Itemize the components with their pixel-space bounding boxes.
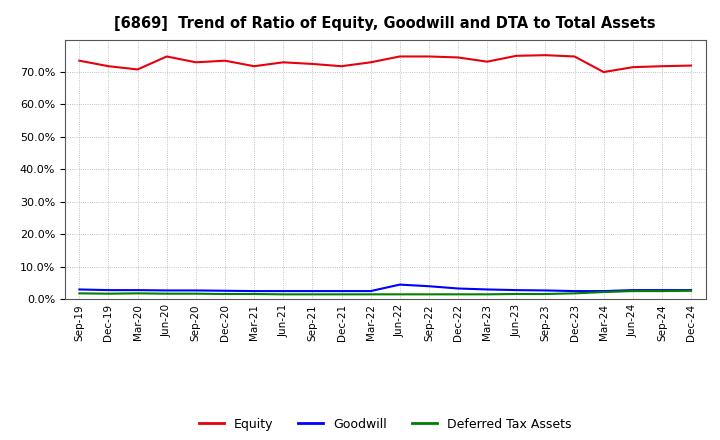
Legend: Equity, Goodwill, Deferred Tax Assets: Equity, Goodwill, Deferred Tax Assets xyxy=(194,413,577,436)
Title: [6869]  Trend of Ratio of Equity, Goodwill and DTA to Total Assets: [6869] Trend of Ratio of Equity, Goodwil… xyxy=(114,16,656,32)
